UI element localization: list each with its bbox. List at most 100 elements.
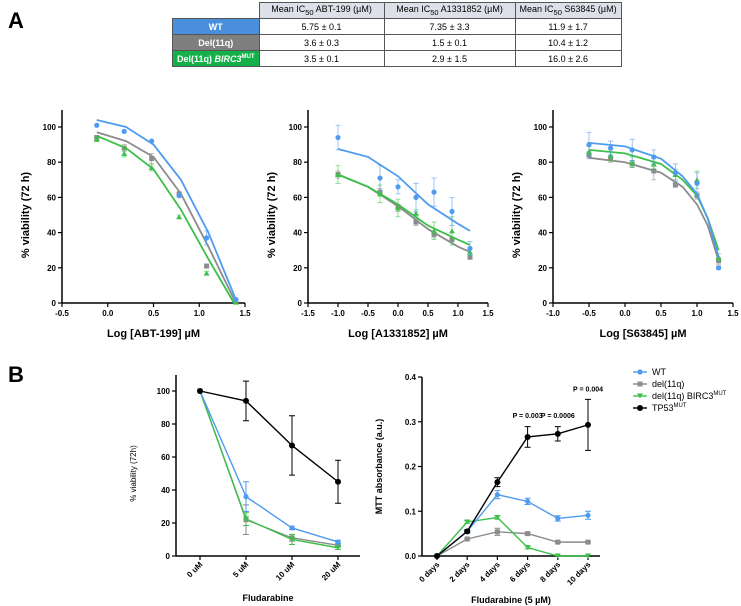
circle-marker <box>525 498 531 505</box>
y-tick-label: 40 <box>161 486 170 495</box>
x-tick-label: 0.5 <box>148 309 160 318</box>
y-tick-label: 100 <box>534 123 548 132</box>
triangle-marker <box>395 205 401 211</box>
square-marker <box>467 254 473 260</box>
x-tick-label: 1.5 <box>239 309 251 318</box>
y-tick-label: 0 <box>166 552 171 561</box>
circle-marker <box>554 430 561 437</box>
circle-marker <box>467 245 473 252</box>
x-tick-label: -1.0 <box>331 309 345 318</box>
circle-marker <box>243 494 249 500</box>
panel-label-b: B <box>8 362 24 387</box>
legend-entry: TP53MUT <box>652 403 687 413</box>
circle-marker <box>585 421 591 428</box>
circle-marker <box>176 193 182 199</box>
table-header: Mean IC50 ABT-199 (µM) <box>258 2 385 19</box>
p-value-annotation: P = 0.0006 <box>541 413 575 420</box>
fit-curve-2 <box>337 173 471 246</box>
y-tick-label: 80 <box>161 420 170 429</box>
circle-marker <box>555 515 561 522</box>
x-axis-title: Log [ABT-199] µM <box>107 328 200 340</box>
x-tick-label: 4 days <box>478 560 502 584</box>
y-tick-label: 0.3 <box>405 418 417 427</box>
triangle-marker <box>377 191 383 197</box>
x-tick-label: 10 uM <box>274 560 297 583</box>
series-line-0 <box>199 390 339 543</box>
triangle-marker <box>449 228 455 234</box>
fit-curve-0 <box>588 141 720 258</box>
x-tick-label: 8 days <box>538 560 562 584</box>
fit-curve-1 <box>96 131 237 304</box>
y-tick-label: 40 <box>293 229 302 238</box>
y-tick-label: 0.0 <box>405 552 417 561</box>
x-tick-label: 1.5 <box>727 309 739 318</box>
series-line-1 <box>436 531 588 557</box>
series-line-0 <box>436 493 589 557</box>
x-axis-title: Log [A1331852] µM <box>348 328 448 340</box>
y-tick-label: 100 <box>289 123 303 132</box>
x-tick-label: 1.0 <box>691 309 703 318</box>
x-tick-label: -1.5 <box>301 309 315 318</box>
series-line-3 <box>199 390 339 483</box>
circle-marker <box>395 184 401 190</box>
circle-marker <box>434 553 440 559</box>
circle-marker <box>524 433 531 440</box>
x-tick-label: 0.0 <box>392 309 404 318</box>
series-line-2 <box>199 390 339 549</box>
circle-marker <box>585 512 591 518</box>
triangle-marker <box>93 136 100 142</box>
x-tick-label: 1.5 <box>482 309 494 318</box>
circle-marker <box>94 122 100 128</box>
y-tick-label: 0.2 <box>405 463 417 472</box>
x-tick-label: 20 uM <box>320 560 343 583</box>
triangle-marker <box>203 270 210 276</box>
triangle-marker <box>494 515 501 521</box>
circle-marker <box>243 397 249 404</box>
y-tick-label: 100 <box>157 387 171 396</box>
legend-entry: WT <box>652 367 666 377</box>
circle-marker <box>494 479 501 486</box>
panel-label-a: A <box>8 8 24 33</box>
y-tick-label: 0 <box>543 299 548 308</box>
circle-marker <box>149 138 155 144</box>
triangle-marker <box>289 537 295 542</box>
square-marker <box>494 529 500 535</box>
y-tick-label: 80 <box>293 158 302 167</box>
p-value-annotation: P = 0.004 <box>573 386 603 393</box>
y-tick-label: 40 <box>538 229 547 238</box>
x-tick-label: 0.5 <box>655 309 667 318</box>
square-marker <box>672 182 678 188</box>
circle-marker <box>716 265 722 271</box>
legend-entry: del(11q) BIRC3MUT <box>652 391 727 401</box>
x-tick-label: 5 uM <box>231 560 250 579</box>
x-tick-label: 10 days <box>565 560 593 588</box>
x-tick-label: 1.0 <box>194 309 206 318</box>
triangle-marker <box>585 553 591 559</box>
x-tick-label: -0.5 <box>361 309 375 318</box>
y-tick-label: 60 <box>161 453 170 462</box>
y-tick-label: 0 <box>52 299 57 308</box>
y-tick-label: 60 <box>538 193 547 202</box>
x-tick-label: 6 days <box>508 560 532 584</box>
p-value-annotation: P = 0.003 <box>513 413 543 420</box>
triangle-marker <box>524 544 531 550</box>
x-tick-label: 0.5 <box>422 309 434 318</box>
square-marker <box>525 531 531 537</box>
x-axis-title: Fludarabine (5 µM) <box>471 595 551 605</box>
circle-marker <box>629 147 635 153</box>
ic50-table: Mean IC50 ABT-199 (µM) Mean IC50 A133185… <box>172 2 622 67</box>
circle-marker <box>335 134 341 141</box>
series-line-3 <box>436 424 589 557</box>
x-tick-label: -0.5 <box>55 309 69 318</box>
triangle-marker <box>121 150 128 156</box>
square-marker <box>651 168 657 174</box>
triangle-marker <box>554 553 561 559</box>
triangle-marker <box>176 214 183 220</box>
square-marker <box>585 539 591 545</box>
series-line-1 <box>199 390 339 546</box>
y-tick-label: 20 <box>538 264 547 273</box>
triangle-marker <box>431 228 437 234</box>
x-tick-label: 1.0 <box>452 309 464 318</box>
